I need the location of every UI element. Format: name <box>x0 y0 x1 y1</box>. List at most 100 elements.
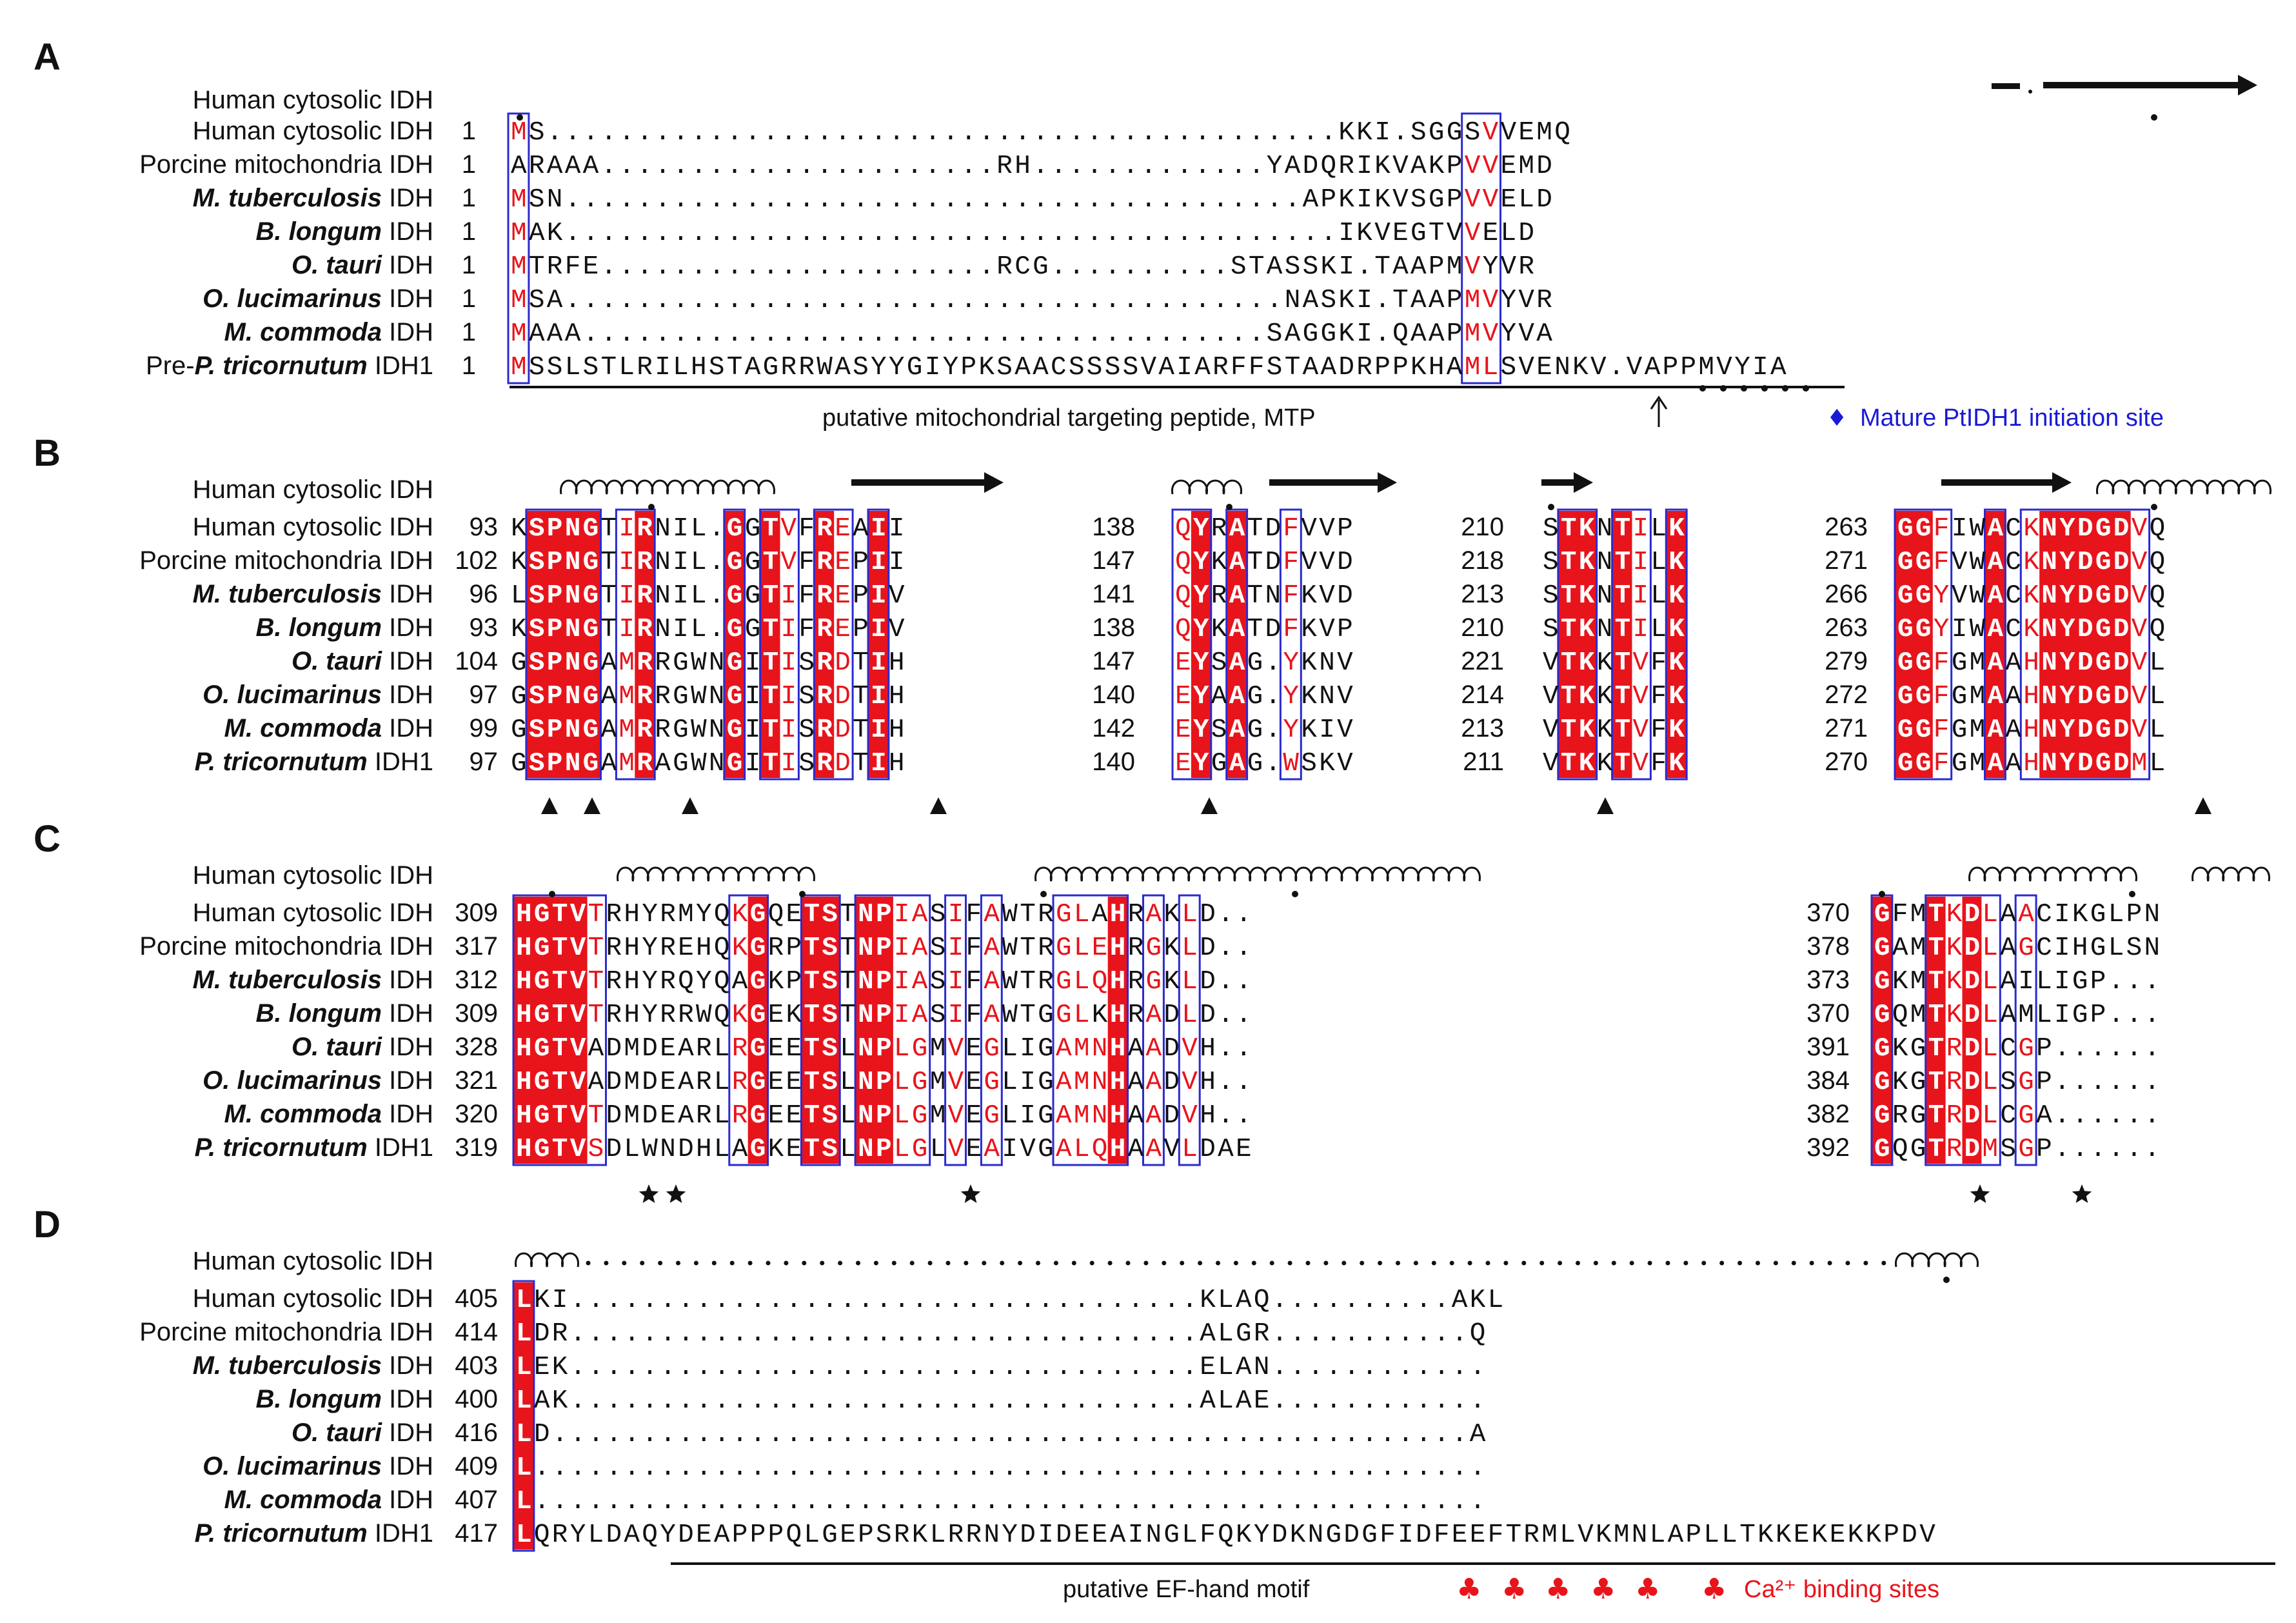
species-name: O. tauri IDH <box>292 251 433 279</box>
sequence-row: GQMTKDLAMLIGP... <box>1874 1001 2160 1030</box>
gap-dot-icon <box>982 1260 987 1266</box>
start-position: 93 <box>470 513 499 541</box>
start-position: 414 <box>455 1318 498 1346</box>
start-position: 99 <box>470 714 499 742</box>
gap-dot-icon <box>1647 1260 1652 1266</box>
gap-dot-icon <box>1431 1260 1436 1266</box>
sequence-row: GGYIWACKNYDGDVQ <box>1897 615 2165 644</box>
species-italic: O. tauri <box>292 1419 382 1447</box>
species-italic: B. longum <box>255 217 382 246</box>
alpha-helix-icon <box>2096 479 2271 495</box>
alpha-helix-icon <box>1968 866 2137 882</box>
start-position: 405 <box>455 1284 498 1313</box>
species-italic: P. tricornutum <box>195 1519 368 1548</box>
start-position: 400 <box>455 1385 498 1413</box>
sequence-row: EYSAG.YKIV <box>1175 715 1353 745</box>
start-position: 309 <box>455 999 498 1028</box>
sequence-row: GRGTRDLCGA...... <box>1874 1101 2160 1131</box>
conserved-box <box>854 894 931 1166</box>
gap-dot-icon <box>640 1260 645 1266</box>
sequence-row: MAK.....................................… <box>511 219 1534 248</box>
gap-dot-icon <box>1413 1260 1418 1266</box>
species-name: M. tuberculosis IDH <box>193 966 433 994</box>
identical-column <box>2075 511 2095 778</box>
ef-hand-label: putative EF-hand motif <box>1063 1576 1310 1603</box>
conserved-box <box>1665 508 1688 781</box>
conserved-box <box>1461 112 1501 384</box>
gap-dot-icon <box>1449 1260 1454 1266</box>
start-position: 221 <box>1461 647 1504 675</box>
decade-dot-icon <box>549 891 555 897</box>
start-position: 1 <box>462 284 476 313</box>
start-position: 378 <box>1806 932 1850 961</box>
sequence-row: QYRATNFKVD <box>1175 581 1353 611</box>
sequence-row: L.......................................… <box>516 1453 1485 1483</box>
start-position: 312 <box>455 966 498 994</box>
start-position: 391 <box>1806 1033 1850 1061</box>
alignment-block: 370 378 373 370 391 384 382 392 GFMTKDLAACIKGLPN… <box>1806 894 2160 1166</box>
triangle-marker-icon <box>541 797 558 814</box>
gap-dot-icon <box>820 1260 825 1266</box>
alignment-block: 263 271 266 263 279 272 271 270 GGFIWACKNYDGDVQ G… <box>1825 508 2165 781</box>
gap-dot-icon <box>856 1260 860 1266</box>
species-suffix: Porcine mitochondria IDH <box>139 150 433 179</box>
gap-dot-icon <box>1558 1260 1563 1266</box>
triangle-marker-icon <box>1597 797 1614 814</box>
species-prefix: Pre- <box>146 352 195 380</box>
panel-d-header: Human cytosolic IDH <box>193 1247 433 1275</box>
identical-column <box>1895 511 1915 778</box>
species-suffix: IDH <box>382 1351 433 1380</box>
gap-dot-icon <box>1107 1260 1113 1266</box>
sequence-row: STKNTILK <box>1543 514 1685 544</box>
species-name: Pre-P. tricornutum IDH1 <box>146 352 433 380</box>
identical-column <box>635 511 655 778</box>
decade-dot-icon <box>648 504 655 510</box>
sequence-row: GFMTKDLAACIKGLPN <box>1874 900 2160 930</box>
identical-column <box>869 511 888 778</box>
gap-dot-icon <box>1503 1260 1509 1266</box>
sequence-row: QYRATDFVVP <box>1175 514 1353 544</box>
club-icon: ♣ <box>1456 1573 1481 1606</box>
sequence-row: KSPNGTIRNIL.GGTVFREPII <box>511 548 905 577</box>
species-italic: M. tuberculosis <box>193 580 382 608</box>
initiation-site-label: Mature PtIDH1 initiation site <box>1860 404 2164 432</box>
start-position: 147 <box>1092 647 1135 675</box>
star-marker-icon <box>666 1184 686 1203</box>
start-position: 370 <box>1806 899 1850 927</box>
species-suffix: IDH <box>382 318 433 346</box>
gap-dot-icon <box>1845 1260 1850 1266</box>
alpha-helix-icon <box>560 479 775 495</box>
gap-dot-icon <box>964 1260 969 1266</box>
gap-dot-icon <box>1036 1260 1040 1266</box>
start-position: 416 <box>455 1419 498 1447</box>
gap-dot-icon <box>1827 1260 1832 1266</box>
start-position: 138 <box>1092 613 1135 642</box>
start-position: 214 <box>1461 681 1504 709</box>
species-suffix: Human cytosolic IDH <box>193 513 433 541</box>
gap-dot-icon <box>1737 1260 1743 1266</box>
start-position: 321 <box>455 1066 498 1095</box>
start-position: 213 <box>1461 714 1504 742</box>
species-suffix: IDH1 <box>368 1519 433 1548</box>
sequence-row: EYAAG.YKNV <box>1175 682 1353 712</box>
identical-column <box>1107 897 1127 1164</box>
sequence-row: MS......................................… <box>511 118 1570 148</box>
conserved-box <box>867 508 890 781</box>
identical-column <box>815 511 835 778</box>
species-suffix: IDH <box>382 1100 433 1128</box>
start-position: 382 <box>1806 1100 1850 1128</box>
triangle-marker-icon <box>930 797 947 814</box>
gap-dot-icon <box>747 1260 753 1266</box>
sequence-row: LDR...................................AL… <box>516 1319 1485 1349</box>
decade-dot-icon <box>1879 891 1885 897</box>
conserved-box <box>1984 508 2006 781</box>
start-position: 266 <box>1825 580 1868 608</box>
start-position: 279 <box>1825 647 1868 675</box>
decade-dot-icon <box>1292 891 1298 897</box>
gap-dot-icon <box>1683 1260 1688 1266</box>
gap-dot-icon <box>1216 1260 1220 1266</box>
sequence-row: GGFIWACKNYDGDVQ <box>1897 514 2165 544</box>
identical-column <box>1985 511 2005 778</box>
sequence-row: LKI...................................KL… <box>516 1286 1503 1315</box>
start-position: 1 <box>462 217 476 246</box>
